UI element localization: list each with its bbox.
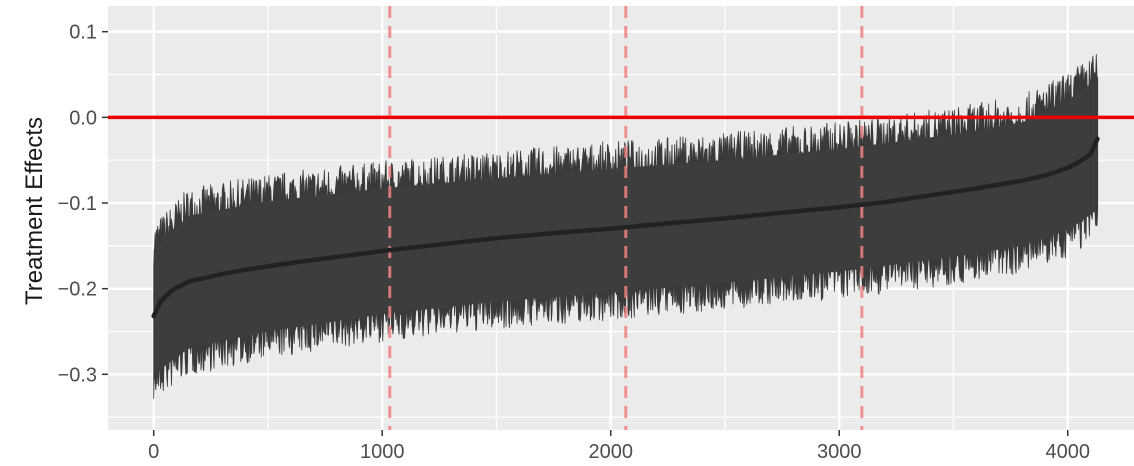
point-estimate-line <box>151 136 1100 319</box>
x-tick-label: 1000 <box>360 441 405 463</box>
y-tick-label: 0.1 <box>69 22 97 44</box>
x-tick-label: 4000 <box>1045 441 1090 463</box>
vertical-reference-lines <box>388 6 864 430</box>
y-tick-label: −0.1 <box>58 193 97 215</box>
x-tick-label: 3000 <box>817 441 862 463</box>
y-tick-label: 0.0 <box>69 107 97 129</box>
x-tick-label: 2000 <box>588 441 633 463</box>
x-axis: 0 1000 2000 3000 4000 <box>148 430 1090 463</box>
x-tick-label: 0 <box>148 441 159 463</box>
y-tick-label: −0.3 <box>58 364 97 386</box>
y-axis: 0.1 0.0 −0.1 −0.2 −0.3 <box>58 22 108 386</box>
y-tick-label: −0.2 <box>58 279 97 301</box>
point-estimate-curve <box>151 136 1100 319</box>
y-axis-title: Treatment Effects <box>21 117 48 305</box>
